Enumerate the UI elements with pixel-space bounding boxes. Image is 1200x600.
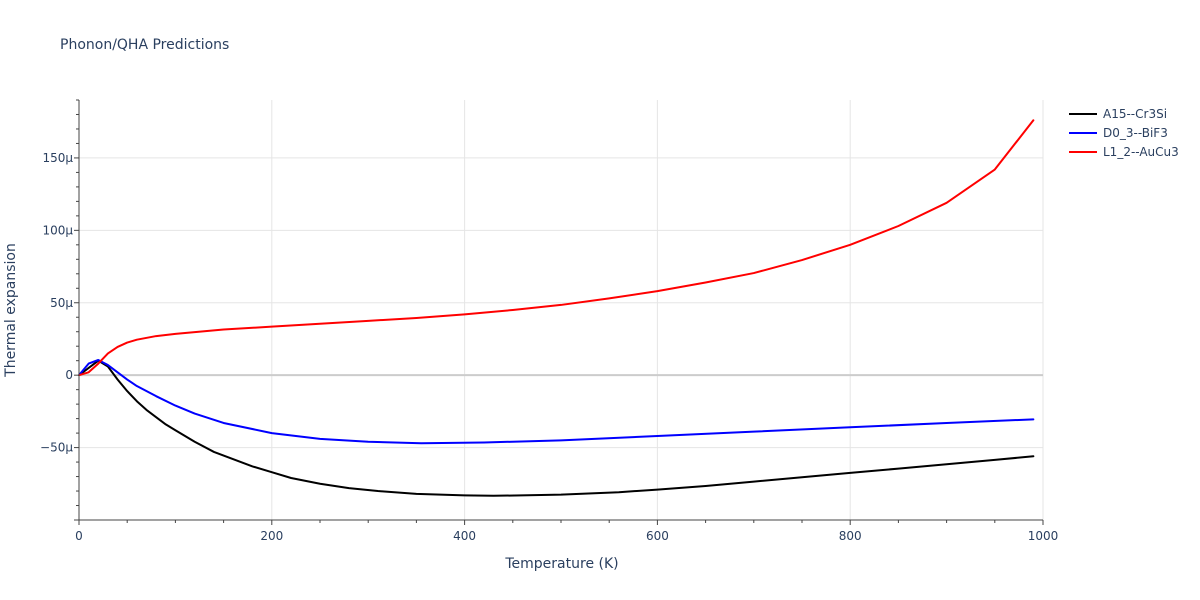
chart-title: Phonon/QHA Predictions <box>60 37 229 53</box>
tick-labels: 0 200 400 600 800 1000 −50μ 0 50μ 100μ 150μ <box>40 151 1058 543</box>
axes <box>74 99 1044 525</box>
legend-label: D0_3--BiF3 <box>1103 126 1168 140</box>
y-tick-label: 50μ <box>50 296 73 310</box>
legend[interactable]: A15--Cr3Si D0_3--BiF3 L1_2--AuCu3 <box>1069 107 1179 159</box>
y-tick-label: 150μ <box>42 151 73 165</box>
y-axis-title: Thermal expansion <box>3 243 19 378</box>
legend-label: A15--Cr3Si <box>1103 107 1167 121</box>
x-axis-title: Temperature (K) <box>504 556 618 572</box>
y-tick-label: −50μ <box>40 441 73 455</box>
y-tick-label: 100μ <box>42 223 73 237</box>
x-tick-label: 400 <box>453 529 476 543</box>
series-line-a15-cr3si <box>78 359 1035 497</box>
legend-item-a15-cr3si[interactable]: A15--Cr3Si <box>1069 107 1167 121</box>
grid-lines <box>79 100 1044 520</box>
x-tick-label: 0 <box>75 529 83 543</box>
data-series <box>78 119 1035 497</box>
y-tick-label: 0 <box>65 368 73 382</box>
series-line-l1-2-aucu3 <box>78 119 1035 377</box>
legend-item-l1-2-aucu3[interactable]: L1_2--AuCu3 <box>1069 145 1179 159</box>
legend-item-d0-3-bif3[interactable]: D0_3--BiF3 <box>1069 126 1168 140</box>
x-tick-label: 1000 <box>1028 529 1059 543</box>
legend-label: L1_2--AuCu3 <box>1103 145 1179 159</box>
x-tick-label: 600 <box>646 529 669 543</box>
x-tick-label: 800 <box>839 529 862 543</box>
x-tick-label: 200 <box>260 529 283 543</box>
series-line-d0-3-bif3 <box>78 358 1035 445</box>
